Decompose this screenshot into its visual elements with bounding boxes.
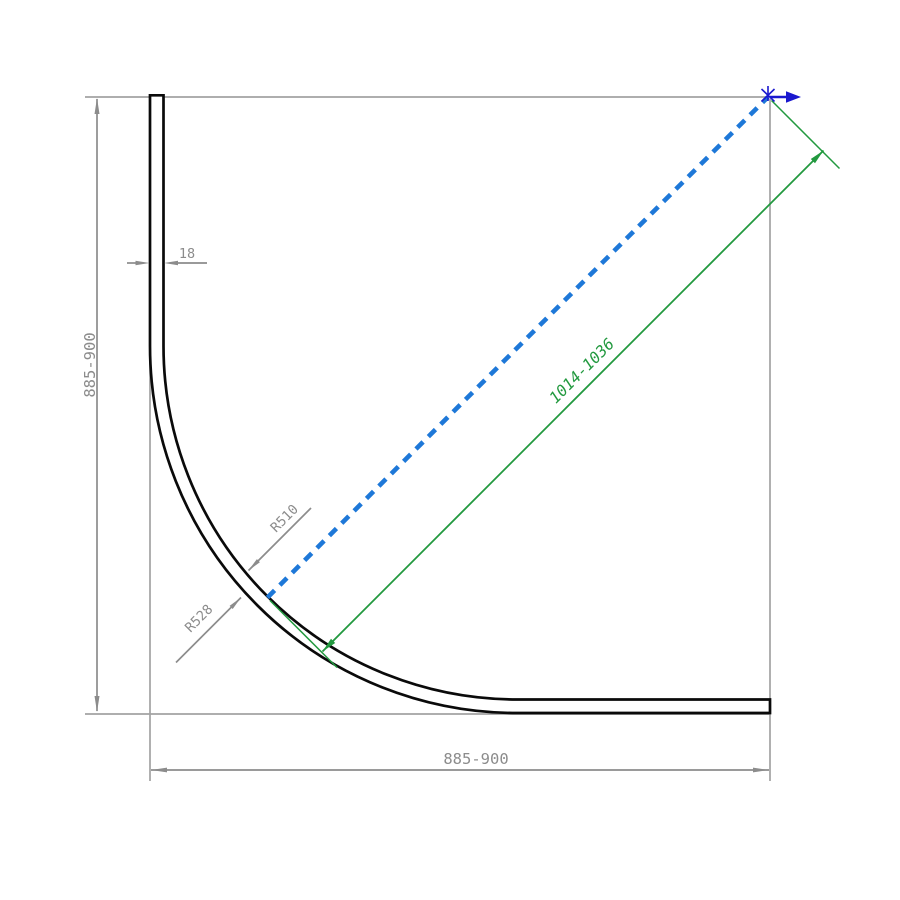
width-arrow-right-icon — [753, 767, 769, 773]
width-dimension-label: 885-900 — [443, 750, 508, 768]
diagonal-reference-dashed-line — [265, 95, 770, 600]
height-arrow-up-icon — [94, 98, 100, 114]
height-dimension-label: 885-900 — [81, 332, 99, 397]
outer-radius-leader-line — [175, 596, 242, 664]
diagonal-dimension-line — [321, 149, 825, 653]
height-arrow-down-icon — [94, 696, 100, 712]
diagonal-arrow-top-icon — [810, 150, 824, 164]
outer-radius-arrow-icon — [229, 597, 241, 609]
inner-radius-arrow-icon — [248, 559, 260, 571]
diagonal-extension-line-bottom — [269, 599, 338, 669]
inner-radius-leader-line — [247, 507, 312, 572]
inner-radius-label: R510 — [268, 502, 302, 536]
thickness-arrow-left-icon — [164, 260, 178, 266]
diagonal-extension-line-top — [770, 99, 841, 170]
thickness-arrow-right-icon — [135, 260, 150, 266]
rod-profile-outline — [148, 93, 772, 715]
snap-point-marker-icon — [760, 86, 776, 103]
diagonal-dimension-label: 1014-1036 — [546, 335, 618, 407]
width-arrow-left-icon — [151, 767, 167, 773]
outer-radius-label: R528 — [182, 602, 216, 636]
direction-arrow-icon — [770, 91, 801, 103]
thickness-dimension-label: 18 — [179, 246, 195, 262]
diagonal-arrow-bottom-icon — [322, 638, 336, 652]
